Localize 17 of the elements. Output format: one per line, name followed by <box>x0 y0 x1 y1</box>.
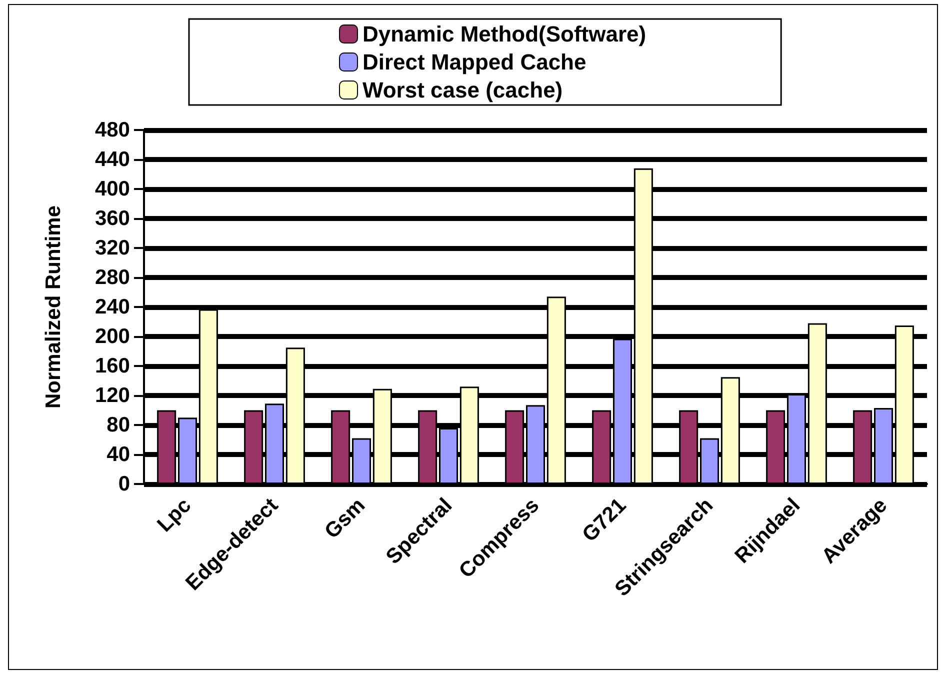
y-tick-label: 240 <box>94 296 130 318</box>
y-tick-label: 280 <box>94 266 130 289</box>
y-tick-label: 40 <box>106 443 130 466</box>
legend-label: Direct Mapped Cache <box>362 50 586 74</box>
y-tick-label: 120 <box>94 384 130 407</box>
y-tick-label: 400 <box>94 178 130 200</box>
y-tick-label: 80 <box>106 414 130 436</box>
legend-label: Dynamic Method(Software) <box>362 22 646 46</box>
y-tick-label: 200 <box>94 325 130 348</box>
y-tick-label: 0 <box>118 472 130 496</box>
y-tick-label: 160 <box>94 354 130 378</box>
y-tick-label: 480 <box>94 118 130 142</box>
y-tick-label: 440 <box>94 148 130 171</box>
y-axis-title: Normalized Runtime <box>42 205 65 409</box>
y-tick-label: 360 <box>94 207 130 230</box>
y-tick-label: 320 <box>94 236 130 260</box>
legend-label: Worst case (cache) <box>362 78 563 102</box>
